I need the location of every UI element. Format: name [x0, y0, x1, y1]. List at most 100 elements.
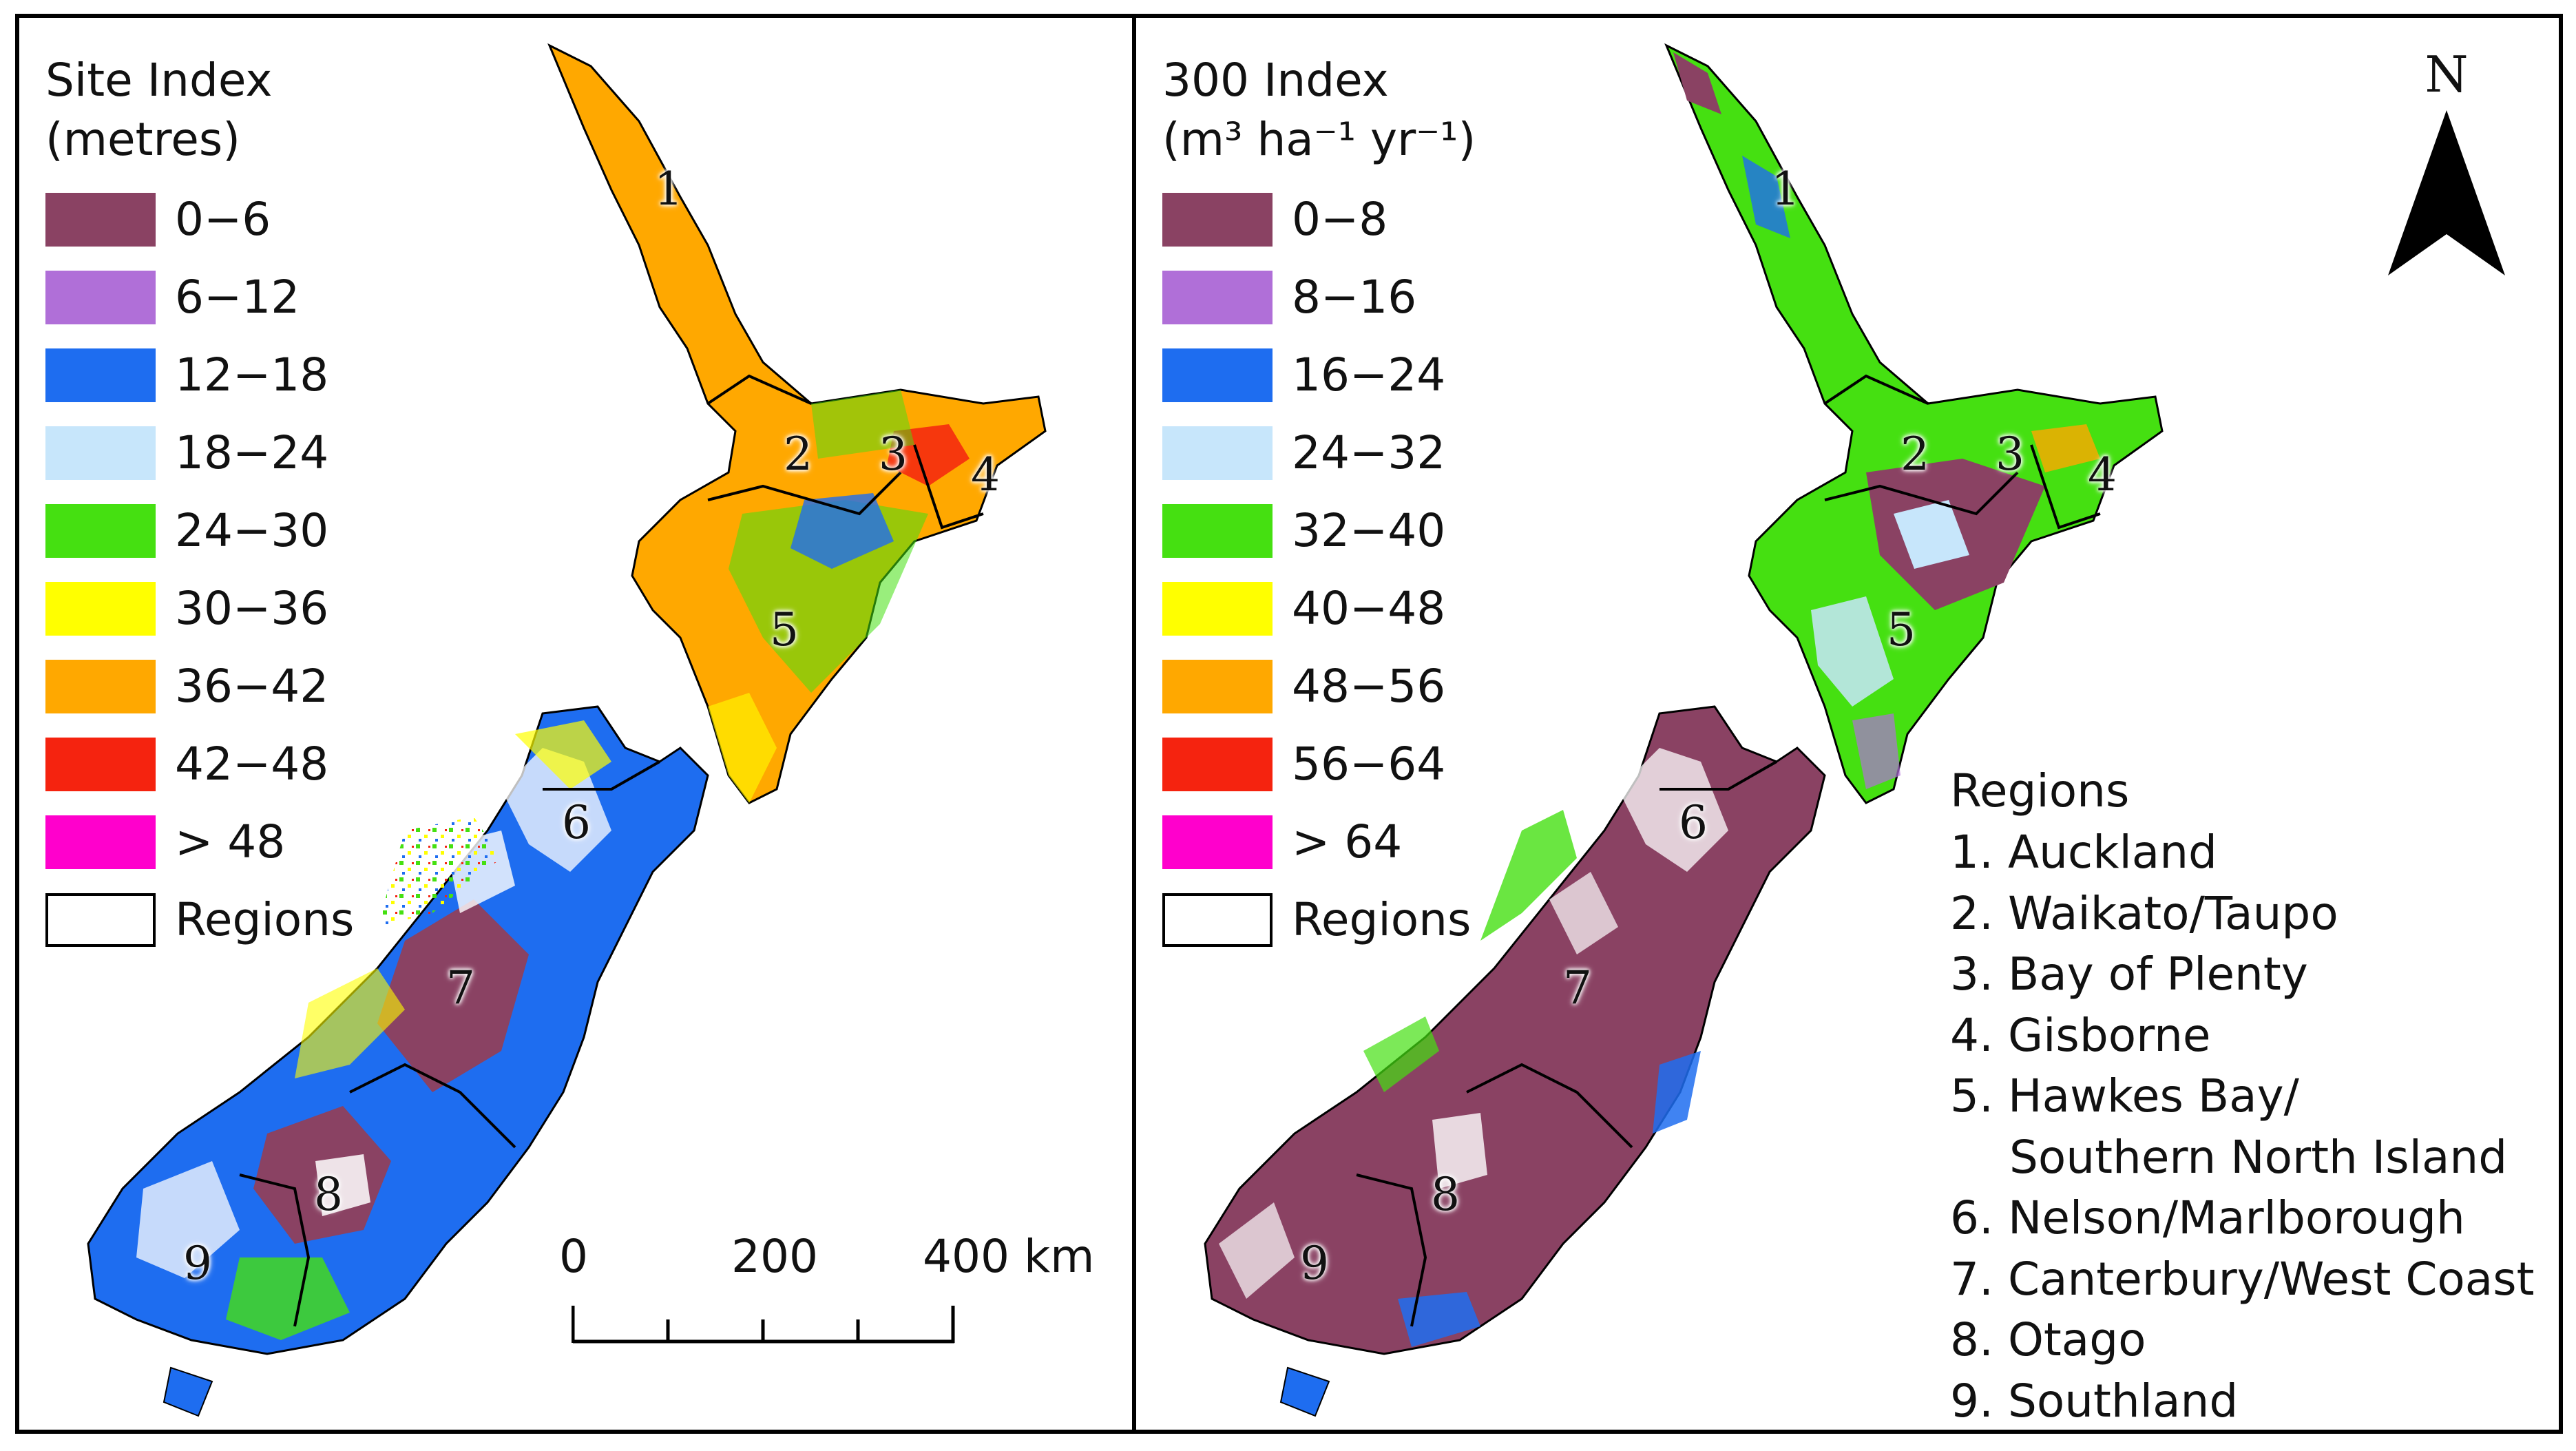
- legend-title: 300 Index: [1162, 54, 1389, 107]
- scale-label-0: 0: [559, 1230, 588, 1283]
- regions-list-item: 8. Otago: [1950, 1313, 2146, 1366]
- legend-item: 8−16: [1162, 258, 1476, 336]
- legend-swatch: [1162, 192, 1273, 247]
- legend-label: 32−40: [1292, 504, 1446, 557]
- region-number-9: 9: [1300, 1237, 1329, 1290]
- region-number-2: 2: [1900, 428, 1929, 481]
- scale-label-400: 400 km: [923, 1230, 1095, 1283]
- regions-list-item: 9. Southland: [1950, 1374, 2239, 1428]
- legend-item: 24−32: [1162, 414, 1476, 492]
- legend-swatch: [1162, 737, 1273, 791]
- legend-item: 32−40: [1162, 492, 1476, 570]
- legend-swatch: [1162, 815, 1273, 869]
- legend-item: 56−64: [1162, 725, 1476, 803]
- region-boundaries: [239, 374, 984, 1327]
- region-boundaries: [1356, 374, 2101, 1327]
- region-number-4: 4: [2088, 448, 2117, 501]
- legend-label: 8−16: [1292, 271, 1417, 324]
- legend-label: 0−8: [1292, 193, 1388, 246]
- region-number-9: 9: [183, 1237, 212, 1290]
- legend-label: 12−18: [175, 348, 329, 401]
- region-number-1: 1: [654, 163, 683, 216]
- region-number-7: 7: [446, 961, 475, 1014]
- legend-swatch: [1162, 426, 1273, 480]
- legend-swatch: [45, 503, 156, 558]
- legend-item: 30−36: [45, 570, 354, 647]
- legend-swatch: [45, 426, 156, 480]
- legend-item: 18−24: [45, 414, 354, 492]
- regions-list-item: Southern North Island: [2009, 1130, 2508, 1184]
- north-label: N: [2425, 45, 2469, 103]
- site-index-legend: Site Index (metres) 0−6 6−12 12−18 18−24…: [45, 51, 354, 959]
- legend-item: 40−48: [1162, 570, 1476, 647]
- legend-label: 24−30: [175, 504, 329, 557]
- north-island-shape: [1664, 43, 2164, 804]
- legend-item-regions: Regions: [1162, 881, 1476, 959]
- legend-swatch: [1162, 348, 1273, 402]
- legend-swatch: [45, 581, 156, 636]
- legend-item: 6−12: [45, 258, 354, 336]
- site-index-map-panel: Site Index (metres) 0−6 6−12 12−18 18−24…: [15, 14, 1136, 1434]
- region-number-5: 5: [1887, 603, 1916, 656]
- legend-swatch: [1162, 503, 1273, 558]
- legend-label: 18−24: [175, 426, 329, 479]
- legend-swatch: [1162, 659, 1273, 713]
- legend-item: 0−6: [45, 180, 354, 258]
- legend-item: 0−8: [1162, 180, 1476, 258]
- legend-label: 48−56: [1292, 660, 1446, 713]
- regions-list-item: 5. Hawkes Bay/: [1950, 1069, 2299, 1123]
- region-number-6: 6: [1679, 796, 1708, 849]
- legend-item: 36−42: [45, 647, 354, 725]
- regions-list-title: Regions: [1950, 764, 2130, 817]
- legend-swatch: [45, 348, 156, 402]
- legend-item: > 64: [1162, 803, 1476, 881]
- scale-bar-graphic: [572, 1306, 955, 1344]
- legend-swatch: [1162, 581, 1273, 636]
- north-arrow: N: [2381, 45, 2512, 285]
- legend-item: 48−56: [1162, 647, 1476, 725]
- legend-label: 16−24: [1292, 348, 1446, 401]
- legend-label: 56−64: [1292, 738, 1446, 791]
- legend-item: 42−48: [45, 725, 354, 803]
- regions-list: 1. Auckland 2. Waikato/Taupo 3. Bay of P…: [1950, 822, 2535, 1430]
- index-300-legend: 300 Index (m³ ha⁻¹ yr⁻¹) 0−8 8−16 16−24 …: [1162, 51, 1476, 959]
- legend-label: 6−12: [175, 271, 300, 324]
- legend-swatch: [45, 815, 156, 869]
- legend-label: > 64: [1292, 815, 1403, 868]
- scale-label-200: 200: [731, 1230, 818, 1283]
- stewart-island-shape: [1279, 1366, 1330, 1417]
- index-300-map-panel: 300 Index (m³ ha⁻¹ yr⁻¹) 0−8 8−16 16−24 …: [1132, 14, 2563, 1434]
- legend-item: 12−18: [45, 336, 354, 414]
- regions-list-item: 2. Waikato/Taupo: [1950, 886, 2338, 940]
- legend-item: 24−30: [45, 492, 354, 570]
- legend-label: Regions: [1292, 893, 1472, 946]
- regions-list-item: 1. Auckland: [1950, 826, 2217, 879]
- index-300-map: [1204, 43, 2164, 1417]
- region-number-3: 3: [879, 428, 908, 481]
- legend-label: 36−42: [175, 660, 329, 713]
- region-number-4: 4: [971, 448, 1000, 501]
- legend-unit: (m³ ha⁻¹ yr⁻¹): [1162, 113, 1476, 166]
- legend-swatch-outline: [1162, 892, 1273, 947]
- legend-swatch: [45, 192, 156, 247]
- legend-unit: (metres): [45, 113, 240, 166]
- region-number-3: 3: [1996, 428, 2024, 481]
- north-arrow-icon: [2388, 110, 2505, 275]
- legend-swatch: [45, 270, 156, 324]
- regions-list-item: 7. Canterbury/West Coast: [1950, 1252, 2535, 1306]
- legend-swatch-outline: [45, 892, 156, 947]
- legend-item-regions: Regions: [45, 881, 354, 959]
- legend-label: Regions: [175, 893, 355, 946]
- stewart-island-shape: [163, 1366, 213, 1417]
- region-number-1: 1: [1771, 163, 1800, 216]
- region-number-7: 7: [1563, 961, 1592, 1014]
- regions-list-box: Regions 1. Auckland 2. Waikato/Taupo 3. …: [1950, 760, 2535, 1430]
- legend-label: > 48: [175, 815, 286, 868]
- region-number-8: 8: [314, 1168, 343, 1221]
- region-number-2: 2: [784, 428, 813, 481]
- legend-item: > 48: [45, 803, 354, 881]
- region-number-5: 5: [770, 603, 799, 656]
- legend-label: 40−48: [1292, 582, 1446, 635]
- region-number-8: 8: [1431, 1168, 1460, 1221]
- legend-title: Site Index: [45, 54, 273, 107]
